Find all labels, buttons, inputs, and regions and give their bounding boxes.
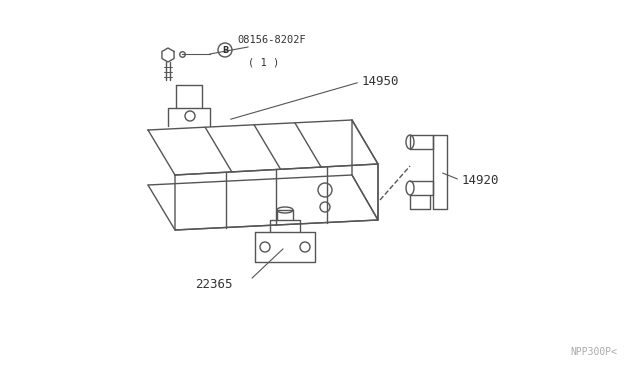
Text: NPP300P<: NPP300P< — [570, 347, 617, 357]
Text: 14920: 14920 — [462, 173, 499, 186]
Text: ( 1 ): ( 1 ) — [248, 57, 279, 67]
Text: 14950: 14950 — [362, 74, 399, 87]
Text: B: B — [222, 45, 228, 55]
Text: 08156-8202F: 08156-8202F — [237, 35, 306, 45]
Text: 22365: 22365 — [195, 278, 232, 291]
